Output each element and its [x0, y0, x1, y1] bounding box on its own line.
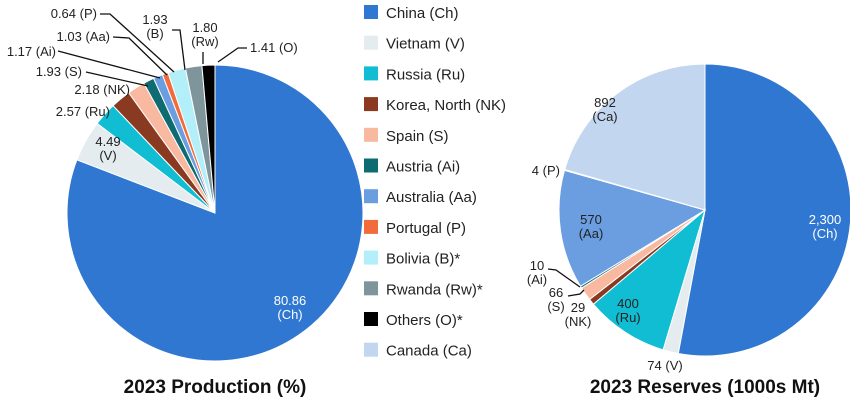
- legend-label: Rwanda (Rw)*: [386, 281, 483, 298]
- slice-label-p: 4 (P): [532, 163, 560, 178]
- value-label-s: 66: [549, 285, 563, 300]
- code-label-ai: (Ai): [527, 272, 547, 287]
- legend-swatch: [364, 97, 378, 112]
- code-label-v: (V): [99, 148, 116, 163]
- code-label-ru: (Ru): [615, 310, 640, 325]
- value-label-ca: 892: [594, 95, 616, 110]
- code-label-o: (O): [279, 40, 298, 55]
- code-label-nk: (NK): [103, 82, 130, 97]
- reserves-pie: [558, 63, 850, 357]
- legend-label: Others (O)*: [386, 312, 463, 329]
- slice-label-aa: 1.03 (Aa): [57, 29, 111, 44]
- code-label-ch: (Ch): [277, 307, 302, 322]
- leader-line: [217, 47, 247, 63]
- legend-label: Spain (S): [386, 128, 449, 145]
- code-label-b: (B): [146, 26, 163, 41]
- slice-label-ru: 2.57 (Ru): [56, 104, 110, 119]
- code-label-p: (P): [80, 6, 97, 21]
- pie-slice-aa: [558, 169, 707, 287]
- value-label-v: 4.49: [95, 134, 120, 149]
- legend-swatch: [364, 250, 378, 265]
- pie-slice-ca: [564, 63, 706, 211]
- pie-slice-ru: [592, 208, 706, 351]
- value-label-ai: 10: [530, 258, 544, 273]
- code-label-ch: (Ch): [812, 226, 837, 241]
- value-label-aa: 570: [580, 212, 602, 227]
- leader-line: [100, 13, 175, 73]
- value-label-ch: 80.86: [274, 293, 307, 308]
- legend-label: Vietnam (V): [386, 36, 465, 53]
- value-label-nk: 29: [571, 300, 585, 315]
- slice-label-o: 1.41 (O): [250, 40, 298, 55]
- value-label-ru: 400: [617, 296, 639, 311]
- leader-line: [57, 50, 161, 79]
- pie-slice-ch: [677, 63, 850, 357]
- code-label-nk: (NK): [565, 314, 592, 329]
- slice-label-ai: 1.17 (Ai): [7, 44, 56, 59]
- code-label-v: (V): [665, 358, 682, 373]
- value-label-v: 74: [647, 358, 661, 373]
- legend-label: Australia (Aa): [386, 189, 477, 206]
- legend-swatch: [364, 158, 378, 173]
- code-label-s: (S): [65, 64, 82, 79]
- code-label-aa: (Aa): [579, 226, 604, 241]
- legend-label: China (Ch): [386, 5, 459, 22]
- legend-label: Russia (Ru): [386, 66, 465, 83]
- legend-swatch: [364, 66, 378, 81]
- code-label-p: (P): [543, 163, 560, 178]
- legend-swatch: [364, 5, 378, 19]
- value-label-nk: 2.18: [74, 82, 99, 97]
- legend-label: Austria (Ai): [386, 159, 460, 176]
- code-label-ca: (Ca): [592, 109, 617, 124]
- slice-label-v: 74 (V): [647, 358, 682, 373]
- legend-swatch: [364, 127, 378, 142]
- reserves-title: 2023 Reserves (1000s Mt): [590, 377, 820, 398]
- legend-swatch: [364, 281, 378, 296]
- leader-line: [85, 71, 149, 87]
- leader-line: [567, 289, 585, 297]
- value-label-rw: 1.80: [192, 20, 217, 35]
- value-label-ai: 1.17: [7, 44, 32, 59]
- value-label-s: 1.93: [36, 64, 61, 79]
- value-label-ch: 2,300: [809, 212, 842, 227]
- value-label-p: 0.64: [51, 6, 76, 21]
- slice-label-p: 0.64 (P): [51, 6, 97, 21]
- production-title: 2023 Production (%): [124, 377, 307, 398]
- code-label-ru: (Ru): [85, 104, 110, 119]
- code-label-s: (S): [547, 299, 564, 314]
- pie-slice-o: [201, 64, 216, 214]
- slice-label-s: 1.93 (S): [36, 64, 82, 79]
- value-label-aa: 1.03: [57, 29, 82, 44]
- code-label-rw: (Rw): [191, 34, 218, 49]
- slice-label-nk: 2.18 (NK): [74, 82, 130, 97]
- legend-label: Bolivia (B)*: [386, 251, 460, 268]
- value-label-p: 4: [532, 163, 539, 178]
- code-label-ai: (Ai): [36, 44, 56, 59]
- legend-label: Canada (Ca): [386, 343, 472, 360]
- leader-line: [112, 36, 168, 76]
- production-pie: [66, 64, 364, 362]
- legend-label: Portugal (P): [386, 220, 466, 237]
- leader-line: [547, 268, 581, 288]
- value-label-b: 1.93: [142, 12, 167, 27]
- legend-swatch: [364, 342, 378, 357]
- legend-swatch: [364, 312, 378, 326]
- code-label-aa: (Aa): [85, 29, 110, 44]
- legend: China (Ch) Vietnam (V) Russia (Ru) Korea, N…: [364, 5, 506, 360]
- legend-swatch: [364, 189, 378, 204]
- legend-swatch: [364, 219, 378, 234]
- value-label-ru: 2.57: [56, 104, 81, 119]
- value-label-o: 1.41: [250, 40, 275, 55]
- legend-label: Korea, North (NK): [386, 97, 506, 114]
- leader-line: [172, 29, 186, 71]
- legend-swatch: [364, 35, 378, 50]
